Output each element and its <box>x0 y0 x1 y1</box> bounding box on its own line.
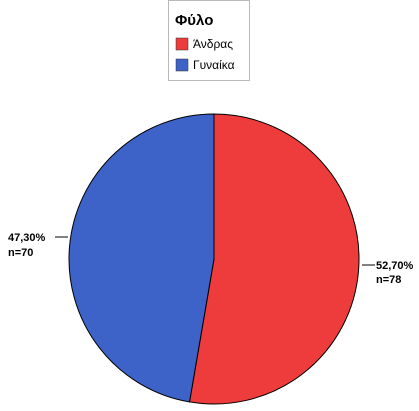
legend-title: Φύλο <box>175 12 213 29</box>
data-label-andras-percent: 52,70% <box>376 260 414 272</box>
data-labels: 47,30% n=70 52,70% n=78 <box>8 232 414 286</box>
pie-slices <box>68 113 360 405</box>
legend: Φύλο Άνδρας Γυναίκα <box>168 0 250 81</box>
pie-slice-gynaika <box>68 113 215 403</box>
legend-swatch-andras <box>175 37 189 51</box>
legend-label-andras: Άνδρας <box>193 37 233 51</box>
legend-swatch-gynaika <box>175 58 189 72</box>
data-label-andras-n: n=78 <box>376 274 401 286</box>
legend-label-gynaika: Γυναίκα <box>193 58 235 72</box>
pie-slice-andras <box>188 113 360 405</box>
data-label-gynaika-n: n=70 <box>8 247 33 259</box>
data-label-gynaika-percent: 47,30% <box>8 232 46 244</box>
